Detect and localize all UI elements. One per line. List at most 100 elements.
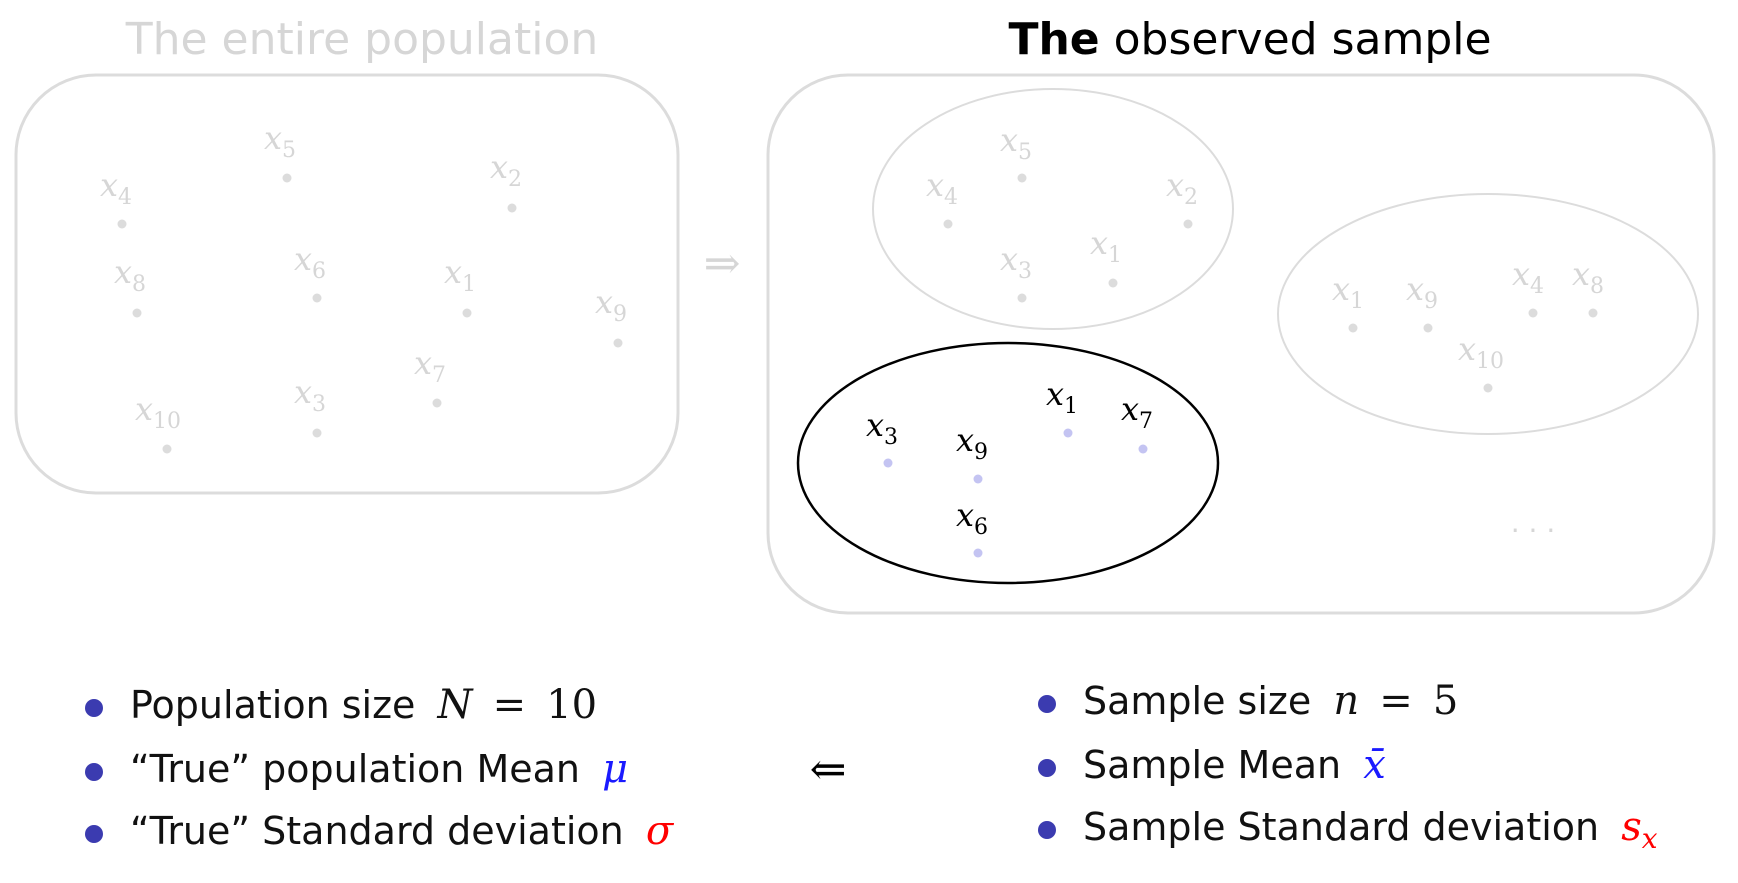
bullet-icon [1038, 821, 1056, 839]
population-mean-item: “True” population Mean μ [85, 746, 628, 792]
sample-b-ellipse [1277, 193, 1699, 435]
svg-text:x8: x8 [114, 253, 146, 297]
bullet-icon [85, 699, 103, 717]
sample-b-point: x1 [1332, 270, 1364, 333]
sample-size-symbol: n [1333, 678, 1359, 724]
sample-a-point: x4 [926, 166, 958, 229]
sample-size-item: Sample size n = 5 [1038, 678, 1458, 724]
population-sd-label: “True” Standard deviation [130, 809, 624, 853]
sample-stats-list: Sample size n = 5 Sample Mean x̄ Sample … [1038, 678, 1658, 855]
sample-b-point: x9 [1406, 270, 1438, 333]
svg-text:x10: x10 [1458, 330, 1504, 374]
sample-a-point: x1 [1090, 224, 1122, 288]
population-point: x1 [444, 253, 476, 318]
population-point: x8 [114, 253, 146, 318]
svg-text:x3: x3 [294, 373, 326, 417]
population-point: x10 [135, 390, 181, 454]
population-mean-label: “True” population Mean [130, 747, 580, 791]
sample-a-point: x3 [1000, 240, 1032, 303]
svg-text:x5: x5 [1000, 121, 1032, 165]
sample-size-value: 5 [1433, 678, 1458, 724]
observed-point: x3 [866, 406, 898, 468]
right-arrow-icon: ⇒ [704, 238, 741, 289]
svg-text:x9: x9 [956, 421, 988, 465]
population-sd-item: “True” Standard deviation σ [85, 808, 675, 854]
population-size-symbol: N [437, 682, 475, 728]
population-mean-symbol: μ [602, 746, 628, 792]
svg-text:“True” population Mean: “True” population Mean μ [130, 746, 628, 792]
svg-text:x6: x6 [294, 240, 326, 284]
svg-text:x7: x7 [1121, 390, 1153, 434]
left-arrow-icon: ⇐ [810, 744, 847, 795]
svg-text:x5: x5 [264, 119, 296, 163]
observed-point: x6 [956, 496, 988, 558]
sample-title-rest: observed sample [1114, 14, 1492, 65]
population-points: x4 x5 x2 x8 x6 x1 x9 x10 [100, 119, 627, 454]
svg-text:x1: x1 [1332, 270, 1364, 314]
svg-text:x1: x1 [1090, 224, 1122, 268]
svg-text:x1: x1 [444, 253, 476, 297]
sample-mean-item: Sample Mean x̄ [1038, 742, 1386, 788]
svg-text:x4: x4 [926, 166, 958, 210]
svg-text:x2: x2 [490, 148, 522, 192]
population-point: x3 [294, 373, 326, 438]
observed-point: x7 [1121, 390, 1153, 454]
sample-mean-label: Sample Mean [1083, 743, 1341, 787]
svg-text:x3: x3 [1000, 240, 1032, 284]
svg-text:Sample Standard deviation: Sample Standard deviation sx [1083, 804, 1658, 855]
observed-point: x9 [956, 421, 988, 484]
svg-text:Sample size n: Sample size n = 5 [1083, 678, 1458, 724]
svg-text:Sample Mean x̄: Sample Mean x̄ [1083, 742, 1386, 788]
population-sd-symbol: σ [646, 808, 675, 854]
svg-text:x8: x8 [1572, 255, 1604, 299]
sample-b-points: x1 x9 x4 x8 x10 [1332, 255, 1604, 393]
sample-title: The observed sample [1008, 14, 1491, 65]
observed-point: x1 [1046, 375, 1078, 438]
bullet-icon [85, 825, 103, 843]
bullet-icon [1038, 695, 1056, 713]
population-title: The entire population [125, 14, 599, 65]
sample-sd-label: Sample Standard deviation [1083, 805, 1599, 849]
sample-a-point: x5 [1000, 121, 1032, 183]
observed-sample-points: x3 x9 x1 x7 x6 [866, 375, 1153, 558]
more-samples-ellipsis: · · · [1511, 514, 1556, 547]
sample-b-point: x4 [1512, 255, 1544, 318]
population-size-item: Population size N = 10 [85, 682, 597, 728]
svg-text:x6: x6 [956, 496, 988, 540]
bullet-icon [85, 763, 103, 781]
sample-a-points: x4 x5 x2 x3 x1 [926, 121, 1198, 303]
svg-text:x1: x1 [1046, 375, 1078, 419]
population-point: x2 [490, 148, 522, 213]
svg-text:Population size N: Population size N = 10 [130, 682, 597, 728]
population-point: x5 [264, 119, 296, 183]
sample-sd-symbol: s [1621, 804, 1642, 850]
svg-text:x2: x2 [1166, 166, 1198, 210]
svg-text:x4: x4 [1512, 255, 1544, 299]
observed-sample-ellipse [796, 341, 1220, 585]
svg-text:x3: x3 [866, 406, 898, 450]
svg-text:x9: x9 [1406, 270, 1438, 314]
sample-sd-subscript: x [1642, 822, 1658, 855]
sample-title-bold: The [1008, 14, 1099, 65]
sample-a-point: x2 [1166, 166, 1198, 229]
svg-text:x7: x7 [414, 344, 446, 388]
sample-mean-symbol: x̄ [1363, 742, 1386, 788]
population-point: x9 [595, 283, 627, 348]
svg-text:x9: x9 [595, 283, 627, 327]
sample-size-label: Sample size [1083, 679, 1311, 723]
sample-b-point: x8 [1572, 255, 1604, 318]
sample-box [766, 73, 1716, 615]
svg-text:x10: x10 [135, 390, 181, 434]
sample-a-ellipse [872, 88, 1234, 330]
population-point: x6 [294, 240, 326, 303]
population-size-value: 10 [546, 682, 597, 728]
sample-b-point: x10 [1458, 330, 1504, 393]
population-box [14, 73, 680, 495]
bullet-icon [1038, 759, 1056, 777]
population-point: x4 [100, 166, 132, 229]
sample-sd-item: Sample Standard deviation sx [1038, 804, 1658, 855]
svg-text:“True” Standard deviation: “True” Standard deviation σ [130, 808, 675, 854]
svg-text:x4: x4 [100, 166, 132, 210]
population-size-label: Population size [130, 683, 415, 727]
